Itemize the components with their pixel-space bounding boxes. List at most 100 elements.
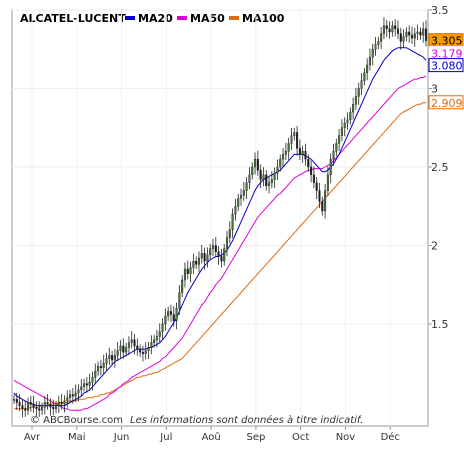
badge-ma100: 2.909	[428, 95, 464, 110]
candle	[189, 261, 192, 283]
candle	[391, 20, 394, 37]
candle	[91, 371, 94, 391]
candle	[38, 401, 41, 417]
candle-body	[318, 190, 321, 202]
candle-body	[268, 182, 271, 187]
candle	[366, 58, 369, 81]
candle	[12, 394, 16, 405]
candle-body	[259, 169, 262, 180]
candle-body	[155, 336, 158, 340]
candle-body	[357, 88, 360, 97]
candle	[419, 27, 422, 40]
candle-body	[85, 383, 88, 386]
candle	[200, 244, 203, 264]
candle-body	[410, 34, 414, 39]
candle	[371, 43, 374, 66]
candle-body	[360, 80, 363, 89]
candle	[217, 246, 220, 265]
candle-body	[181, 279, 184, 293]
candle	[296, 125, 299, 156]
candle-body	[231, 213, 234, 230]
candle-body	[197, 257, 201, 265]
candle	[290, 128, 293, 151]
candle-body	[206, 254, 209, 262]
candle-body	[127, 342, 130, 348]
candle	[273, 167, 276, 189]
candle	[265, 170, 268, 191]
candle-body	[298, 147, 301, 155]
candle-body	[147, 347, 150, 351]
candle	[164, 308, 167, 331]
candle	[125, 342, 128, 357]
candle	[99, 359, 102, 376]
candle-body	[321, 201, 324, 212]
candle	[102, 354, 105, 374]
candle-body	[293, 132, 296, 136]
candle	[77, 384, 80, 402]
ma50-line	[13, 75, 427, 411]
candle	[287, 137, 290, 160]
candle	[234, 198, 237, 221]
candle	[136, 338, 139, 356]
candle	[318, 182, 321, 209]
candle-body	[282, 154, 285, 160]
candle	[83, 378, 86, 392]
candle-body	[405, 31, 408, 37]
candle	[18, 393, 21, 412]
candle	[26, 397, 30, 416]
candle-body	[55, 405, 58, 409]
candle-body	[164, 315, 167, 325]
candle	[312, 166, 315, 189]
candle-body	[203, 253, 206, 262]
ma50-series	[13, 75, 427, 411]
y-tick-label: 1.5	[431, 318, 449, 331]
candle	[153, 334, 156, 348]
y-axis-ticks: 1.5 2 2.5 3 3.5	[428, 4, 449, 331]
candle-body	[71, 394, 74, 397]
candle	[293, 127, 296, 141]
candle	[35, 401, 38, 418]
candle	[396, 20, 400, 40]
candle	[122, 338, 125, 359]
candle	[139, 344, 142, 357]
candle-body	[178, 292, 181, 309]
candle	[195, 256, 198, 270]
legend-label-ma100: MA100	[242, 12, 285, 25]
candle-body	[21, 405, 24, 409]
candle	[150, 335, 153, 355]
candle-body	[38, 408, 41, 411]
candle	[326, 166, 329, 197]
candle-body	[83, 383, 86, 387]
candle	[307, 154, 310, 172]
candle-body	[380, 33, 383, 42]
candle-body	[211, 245, 215, 249]
candle-body	[18, 402, 21, 406]
candle-body	[363, 72, 366, 81]
candle	[203, 247, 206, 270]
candle-body	[209, 248, 212, 256]
ma20-line	[13, 47, 427, 407]
badge-last-price: 3.305	[428, 33, 464, 48]
candle-body	[396, 28, 400, 34]
candle-body	[108, 355, 111, 359]
candle-body	[329, 158, 332, 176]
candle	[183, 262, 187, 288]
candle-body	[251, 166, 254, 176]
candle-body	[366, 64, 369, 73]
candle	[349, 107, 352, 125]
candle	[368, 48, 371, 71]
candle-body	[141, 352, 144, 354]
candle	[127, 336, 130, 356]
candle	[343, 117, 346, 137]
ma100-series	[14, 102, 427, 410]
candle	[225, 231, 229, 257]
candle-body	[371, 49, 374, 58]
candle	[413, 27, 416, 47]
candle-body	[237, 198, 240, 207]
candle-body	[228, 229, 231, 238]
candle	[60, 393, 63, 410]
candle-body	[26, 402, 30, 411]
x-tick-label: Nov	[336, 432, 356, 443]
candle-body	[262, 174, 265, 180]
